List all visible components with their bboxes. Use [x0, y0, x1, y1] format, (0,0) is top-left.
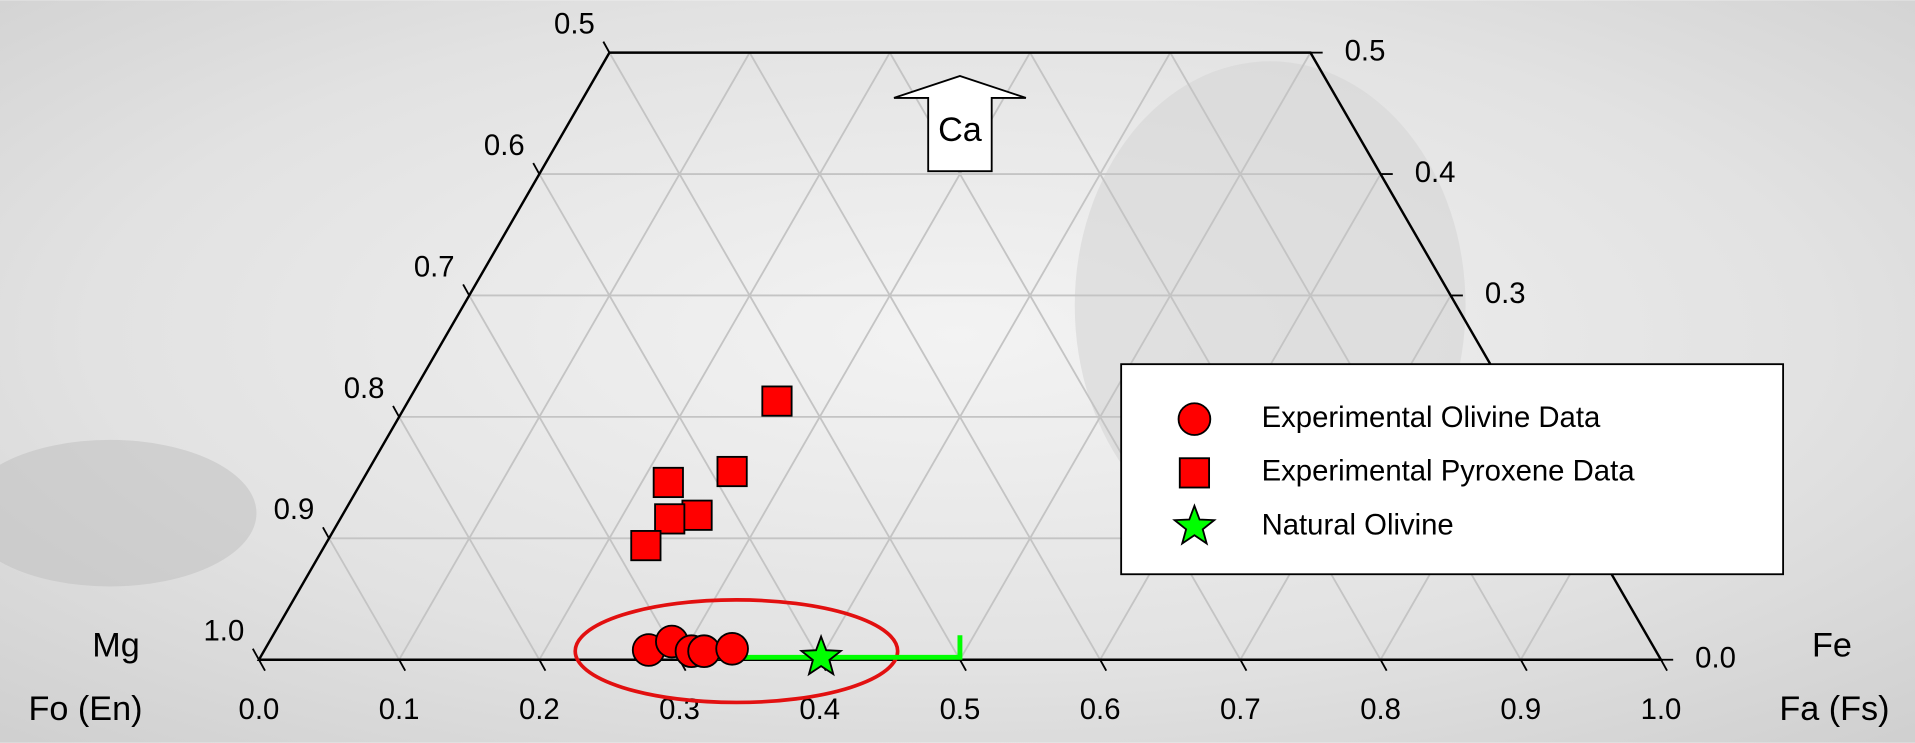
- x-tick-label: 0.9: [1500, 693, 1541, 726]
- y-tick-label: 0.5: [1345, 34, 1386, 67]
- x-tick-label: 0.5: [940, 693, 981, 726]
- y-tick-label: 0.4: [1415, 156, 1456, 189]
- left-tick-label: 0.6: [484, 129, 525, 162]
- legend-label: Experimental Olivine Data: [1262, 401, 1601, 434]
- arrow-label: Ca: [938, 111, 983, 149]
- x-tick-label: 0.6: [1080, 693, 1121, 726]
- x-tick-label: 0.0: [239, 693, 280, 726]
- y-tick-label: 0.0: [1695, 641, 1736, 674]
- x-tick-label: 0.2: [519, 693, 560, 726]
- left-tick-label: 0.5: [554, 8, 595, 41]
- point: [654, 468, 683, 497]
- point: [688, 635, 720, 667]
- corner-label: Mg: [92, 627, 139, 665]
- left-tick-label: 0.8: [344, 372, 385, 405]
- end-member-label: Fa (Fs): [1779, 690, 1889, 728]
- point: [716, 633, 748, 665]
- point: [631, 531, 660, 560]
- point: [762, 386, 791, 415]
- end-member-label: Fo (En): [28, 690, 142, 728]
- x-tick-label: 0.8: [1360, 693, 1401, 726]
- x-tick-label: 1.0: [1641, 693, 1682, 726]
- left-tick-label: 1.0: [204, 615, 245, 648]
- legend-label: Natural Olivine: [1262, 508, 1454, 541]
- x-tick-label: 0.7: [1220, 693, 1261, 726]
- y-tick-label: 0.3: [1485, 277, 1526, 310]
- legend-marker: [1180, 458, 1209, 487]
- point: [682, 501, 711, 530]
- chart: 0.00.10.20.30.40.50.60.70.80.91.00.00.10…: [0, 0, 1915, 743]
- point: [717, 457, 746, 486]
- x-tick-label: 0.1: [379, 693, 420, 726]
- point: [655, 504, 684, 533]
- corner-label: Fe: [1812, 627, 1852, 665]
- page: {"chart_data": { "type": "ternary", "cor…: [0, 0, 1915, 743]
- legend-label: Experimental Pyroxene Data: [1262, 455, 1636, 488]
- left-tick-label: 0.7: [414, 250, 455, 283]
- legend-marker: [1179, 403, 1211, 435]
- left-tick-label: 0.9: [274, 493, 315, 526]
